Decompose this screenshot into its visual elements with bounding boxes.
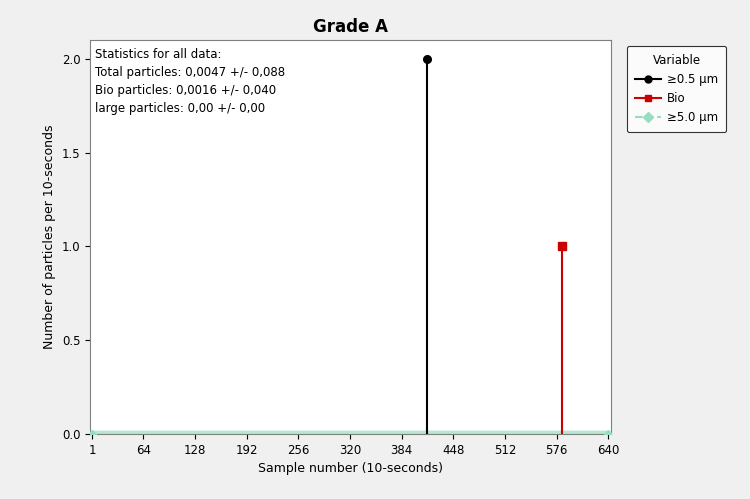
Title: Grade A: Grade A — [313, 17, 388, 35]
Legend: ≥0.5 μm, Bio, ≥5.0 μm: ≥0.5 μm, Bio, ≥5.0 μm — [627, 46, 727, 132]
Y-axis label: Number of particles per 10-seconds: Number of particles per 10-seconds — [43, 125, 56, 349]
Text: Statistics for all data:
Total particles: 0,0047 +/- 0,088
Bio particles: 0,0016: Statistics for all data: Total particles… — [95, 48, 285, 115]
X-axis label: Sample number (10-seconds): Sample number (10-seconds) — [258, 463, 443, 476]
